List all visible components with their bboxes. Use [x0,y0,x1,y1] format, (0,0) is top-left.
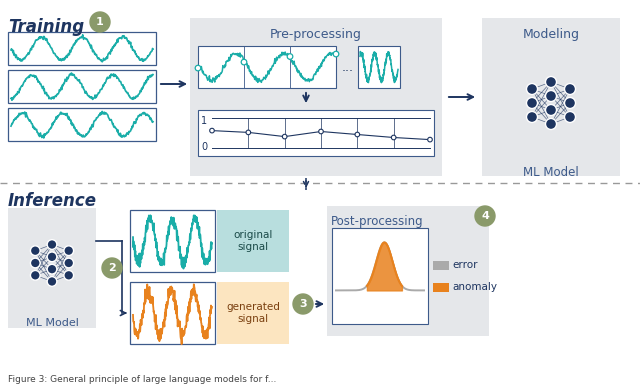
Bar [8,32,156,65]
Circle shape [564,111,575,123]
Circle shape [90,12,110,32]
Bar [8,208,96,328]
Circle shape [47,240,57,249]
Circle shape [564,83,575,94]
Circle shape [527,83,538,94]
Bar [433,283,449,292]
Circle shape [246,130,251,135]
Bar [8,70,156,103]
Text: ...: ... [342,60,354,74]
Text: 3: 3 [299,299,307,309]
Bar [433,261,449,270]
Circle shape [545,76,557,87]
Text: ML Model: ML Model [26,318,79,328]
Text: Training: Training [8,18,84,36]
Circle shape [392,135,396,140]
Text: 1: 1 [96,17,104,27]
Circle shape [527,98,538,109]
Circle shape [31,270,40,280]
Bar [217,282,289,344]
Circle shape [64,246,74,256]
Circle shape [195,65,201,71]
Bar [190,18,442,176]
Circle shape [241,59,247,65]
Text: 4: 4 [481,211,489,221]
Circle shape [287,54,293,59]
Circle shape [545,91,557,102]
Circle shape [31,258,40,268]
Text: 1: 1 [201,116,207,126]
Circle shape [102,258,122,278]
Bar [198,110,434,156]
Circle shape [333,51,339,57]
Circle shape [564,98,575,109]
Text: anomaly: anomaly [452,283,497,292]
Circle shape [293,294,313,314]
Bar [8,108,156,141]
Bar [130,210,215,272]
Circle shape [319,129,323,134]
Circle shape [31,246,40,256]
Text: ML Model: ML Model [523,166,579,179]
Circle shape [545,118,557,129]
Circle shape [47,277,57,286]
Bar [358,46,400,88]
Circle shape [282,134,287,139]
Text: generated
signal: generated signal [226,302,280,324]
Bar [327,206,489,336]
Bar [130,282,215,344]
Text: 2: 2 [108,263,116,273]
Circle shape [64,258,74,268]
Circle shape [47,252,57,262]
Circle shape [545,105,557,116]
Circle shape [47,264,57,274]
Text: original
signal: original signal [234,230,273,252]
Circle shape [527,111,538,123]
Text: error: error [452,261,477,270]
Text: Inference: Inference [8,192,97,210]
Circle shape [428,137,432,142]
Bar [198,46,336,88]
Text: 0: 0 [201,142,207,152]
Text: Pre-processing: Pre-processing [270,28,362,41]
Bar [482,18,620,176]
Circle shape [64,270,74,280]
Text: Post-processing: Post-processing [331,215,423,228]
Text: Figure 3: General principle of large language models for f...: Figure 3: General principle of large lan… [8,375,276,384]
Bar [332,228,428,324]
Circle shape [355,132,360,137]
Text: Modeling: Modeling [522,28,579,41]
Bar [217,210,289,272]
Circle shape [210,128,214,133]
Circle shape [475,206,495,226]
